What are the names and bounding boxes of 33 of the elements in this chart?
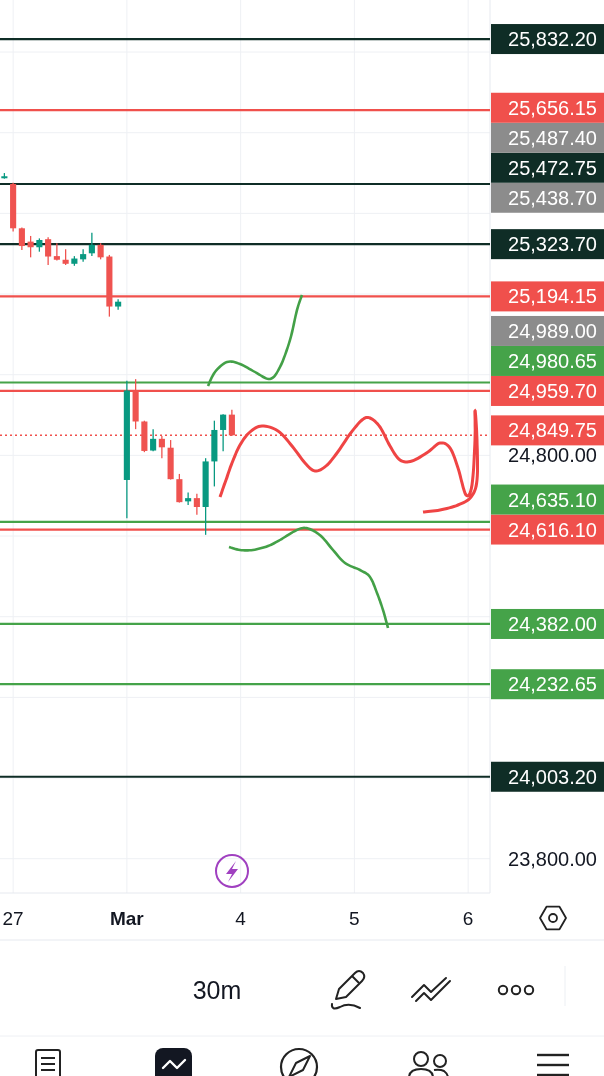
x-tick-label: 27 (2, 907, 24, 929)
ref-line-label: 24,616.10 (508, 518, 597, 541)
ref-line-label: 25,656.15 (508, 96, 597, 119)
candlestick (45, 236, 52, 266)
ref-line-label: 25,323.70 (508, 233, 597, 256)
text: 25,438.70 (508, 186, 597, 209)
candlestick (53, 242, 60, 262)
candlestick (18, 226, 25, 251)
ref-line-label: 25,832.20 (508, 28, 597, 51)
x-tick-label: 5 (349, 907, 360, 929)
ref-line-label: 24,382.00 (508, 612, 597, 635)
candlestick (185, 491, 192, 506)
text: 25,487.40 (508, 126, 597, 149)
ref-line-label: 24,959.70 (508, 379, 597, 402)
ref-line-label: 24,635.10 (508, 488, 597, 511)
ref-line-label: 24,980.65 (508, 349, 597, 372)
x-tick-label: 6 (462, 907, 474, 929)
x-tick-label: 4 (235, 907, 247, 929)
candlestick (220, 413, 227, 452)
y-tick-label: 23,800.00 (508, 847, 597, 870)
ref-line-label: 24,003.20 (508, 765, 597, 788)
candlestick (176, 473, 183, 504)
y-tick-label: 24,800.00 (508, 444, 597, 467)
x-tick-label: Mar (109, 907, 145, 929)
candlestick (193, 493, 200, 516)
candlestick (80, 248, 87, 263)
text: 30m (192, 976, 242, 1004)
ref-line-label: 25,194.15 (508, 285, 597, 308)
candlestick (88, 232, 95, 257)
text: 24,989.00 (508, 319, 597, 342)
ref-line-label: 25,472.75 (508, 156, 597, 179)
ref-line-label: 24,849.75 (508, 419, 597, 442)
ref-line-label: 24,232.65 (508, 673, 597, 696)
